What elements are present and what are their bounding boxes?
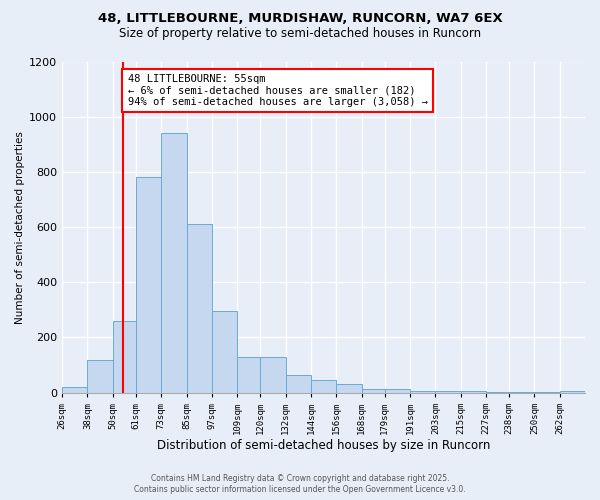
Bar [212,312,237,392]
Bar [187,224,212,392]
Text: 48, LITTLEBOURNE, MURDISHAW, RUNCORN, WA7 6EX: 48, LITTLEBOURNE, MURDISHAW, RUNCORN, WA… [98,12,502,26]
Y-axis label: Number of semi-detached properties: Number of semi-detached properties [15,130,25,324]
Bar [286,374,311,392]
Bar [362,388,385,392]
X-axis label: Distribution of semi-detached houses by size in Runcorn: Distribution of semi-detached houses by … [157,440,490,452]
Bar [113,321,136,392]
Bar [88,360,113,392]
Bar [237,357,260,392]
Bar [311,380,336,392]
Bar [385,388,410,392]
Bar [161,134,187,392]
Text: 48 LITTLEBOURNE: 55sqm
← 6% of semi-detached houses are smaller (182)
94% of sem: 48 LITTLEBOURNE: 55sqm ← 6% of semi-deta… [128,74,428,107]
Text: Contains HM Land Registry data © Crown copyright and database right 2025.
Contai: Contains HM Land Registry data © Crown c… [134,474,466,494]
Text: Size of property relative to semi-detached houses in Runcorn: Size of property relative to semi-detach… [119,28,481,40]
Bar [136,178,161,392]
Bar [336,384,362,392]
Bar [62,387,88,392]
Bar [260,357,286,392]
